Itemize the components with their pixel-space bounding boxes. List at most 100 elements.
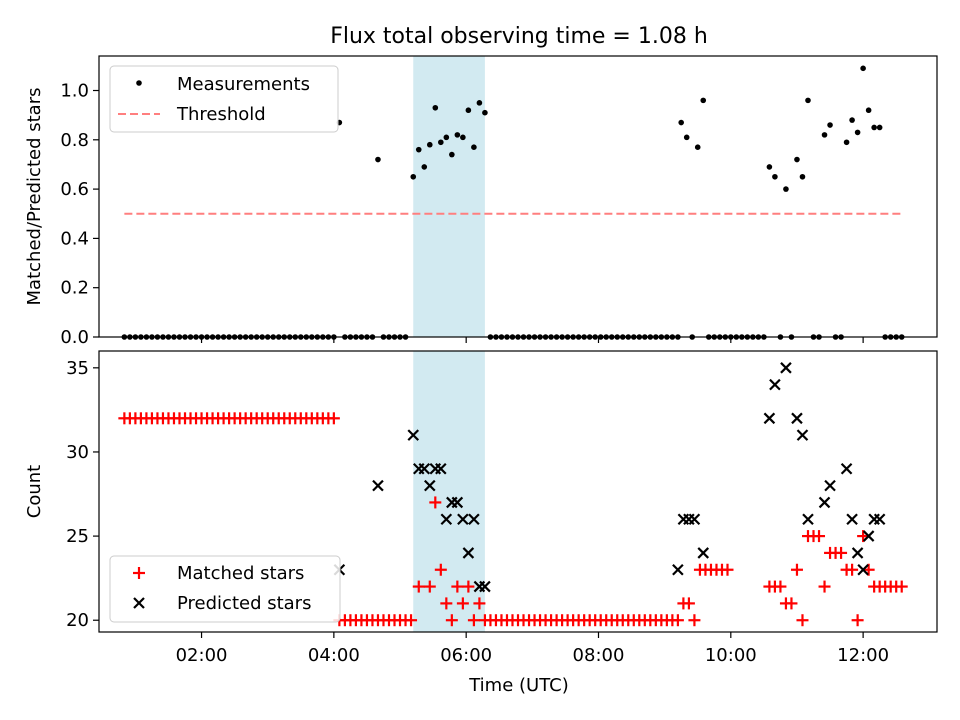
matched-star-point bbox=[473, 597, 486, 610]
matched-star-point bbox=[846, 563, 859, 576]
measurement-point bbox=[849, 117, 855, 123]
measurement-point bbox=[876, 124, 883, 131]
measurement-point bbox=[471, 144, 477, 151]
measurement-point bbox=[683, 134, 690, 141]
x-tick-label: 08:00 bbox=[573, 645, 625, 666]
matched-star-point bbox=[467, 614, 480, 627]
predicted-star-point bbox=[780, 362, 792, 374]
predicted-star-point bbox=[424, 479, 436, 492]
measurement-point bbox=[678, 119, 684, 126]
x-tick-label: 12:00 bbox=[837, 645, 889, 666]
y-tick-label: 25 bbox=[66, 526, 89, 547]
measurement-point bbox=[827, 122, 833, 128]
measurement-point bbox=[843, 139, 850, 146]
bottom-y-axis-label: Count bbox=[24, 465, 45, 518]
measurement-point bbox=[854, 129, 861, 136]
predicted-star-point bbox=[846, 513, 858, 526]
measurement-point bbox=[460, 134, 466, 141]
predicted-star-point bbox=[468, 513, 480, 526]
measurement-point bbox=[794, 156, 800, 163]
measurement-point bbox=[799, 173, 806, 180]
predicted-star-point bbox=[479, 580, 491, 593]
legend-threshold-label: Threshold bbox=[176, 104, 266, 125]
matched-star-point bbox=[895, 580, 908, 593]
top-y-axis-label: Matched/Predicted stars bbox=[24, 88, 45, 306]
predicted-star-point bbox=[840, 463, 853, 475]
y-tick-label: 30 bbox=[66, 442, 89, 463]
legend-measurements-marker bbox=[136, 80, 142, 86]
matched-star-point bbox=[790, 563, 803, 576]
predicted-star-point bbox=[451, 496, 464, 509]
measurement-point bbox=[438, 139, 444, 146]
measurement-point bbox=[449, 151, 455, 158]
measurement-point bbox=[421, 164, 428, 170]
top-y-ticks: 0.0 0.2 0.4 0.6 0.8 1.0 bbox=[60, 81, 99, 348]
bottom-highlight-span bbox=[413, 351, 485, 632]
bottom-legend: Matched stars Predicted stars bbox=[109, 555, 341, 623]
measurement-point bbox=[482, 109, 488, 116]
x-tick-label: 04:00 bbox=[308, 645, 360, 666]
top-legend: Measurements Threshold bbox=[109, 65, 339, 133]
top-axes-frame bbox=[98, 55, 938, 338]
matched-star-point bbox=[462, 580, 475, 593]
measurement-point bbox=[805, 97, 811, 104]
measurement-point bbox=[375, 156, 381, 163]
y-tick-label: 0.4 bbox=[60, 228, 89, 249]
matched-star-point bbox=[721, 563, 734, 576]
measurement-point bbox=[415, 146, 422, 153]
measurement-point bbox=[426, 141, 433, 148]
y-tick-label: 35 bbox=[66, 358, 89, 379]
predicted-star-point bbox=[462, 547, 475, 559]
legend-predicted-label: Predicted stars bbox=[177, 593, 311, 614]
x-tick-label: 02:00 bbox=[176, 645, 228, 666]
predicted-star-point bbox=[407, 429, 420, 441]
measurement-point bbox=[465, 107, 472, 114]
matched-star-point bbox=[682, 597, 695, 610]
top-highlight-span bbox=[413, 56, 485, 337]
matched-star-point bbox=[813, 530, 826, 543]
legend-matched-label: Matched stars bbox=[177, 563, 304, 584]
measurement-point bbox=[821, 132, 828, 138]
legend-matched-marker bbox=[133, 567, 145, 579]
matched-star-point bbox=[456, 597, 469, 610]
measurement-point bbox=[476, 100, 483, 106]
predicted-star-point bbox=[457, 513, 469, 526]
measurement-point bbox=[860, 65, 866, 72]
measurement-point bbox=[443, 134, 450, 141]
measurement-point bbox=[410, 173, 417, 180]
predicted-star-point bbox=[873, 513, 886, 526]
predicted-star-point bbox=[802, 513, 814, 526]
measurement-point bbox=[700, 97, 707, 104]
matched-star-point bbox=[440, 597, 453, 610]
legend-measurements-label: Measurements bbox=[177, 74, 310, 95]
top-x-ticks bbox=[200, 337, 864, 343]
measurement-point bbox=[871, 124, 877, 131]
predicted-star-point bbox=[851, 547, 864, 559]
matched-star-point bbox=[774, 580, 787, 593]
chart-title: Flux total observing time = 1.08 h bbox=[330, 24, 708, 49]
matched-star-point bbox=[405, 614, 418, 627]
measurement-point bbox=[766, 164, 773, 170]
predicted-star-point bbox=[818, 496, 831, 509]
predicted-star-point bbox=[697, 547, 710, 559]
y-tick-label: 0.8 bbox=[60, 130, 89, 151]
predicted-star-point bbox=[672, 563, 684, 576]
predicted-star-point bbox=[857, 563, 869, 576]
matched-star-point bbox=[835, 546, 848, 559]
measurement-point bbox=[783, 186, 789, 192]
matched-star-point bbox=[671, 614, 684, 627]
x-tick-label: 06:00 bbox=[440, 645, 492, 666]
bottom-axes-frame bbox=[98, 350, 938, 633]
legend-predicted-marker bbox=[133, 597, 145, 609]
predicted-star-point bbox=[796, 429, 809, 441]
measurement-point bbox=[772, 173, 778, 180]
predicted-star-point bbox=[418, 463, 431, 475]
x-tick-label: 10:00 bbox=[705, 645, 757, 666]
y-tick-label: 0.0 bbox=[60, 327, 89, 348]
y-tick-label: 1.0 bbox=[60, 81, 89, 102]
matched-star-point bbox=[451, 580, 464, 593]
matched-star-point bbox=[445, 614, 458, 627]
y-tick-label: 0.6 bbox=[60, 179, 89, 200]
